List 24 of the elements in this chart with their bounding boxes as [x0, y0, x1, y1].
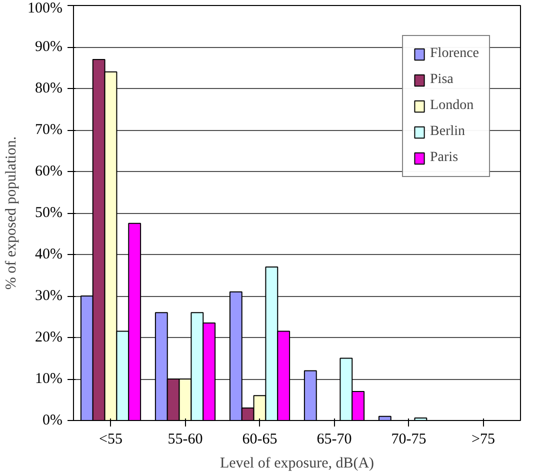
x-tick-label: 65-70 — [316, 432, 352, 448]
legend-label: Berlin — [430, 124, 466, 140]
y-axis-title: % of exposed population. — [4, 136, 20, 290]
x-axis-title: Level of exposure, dB(A) — [220, 456, 374, 472]
x-tick-label: <55 — [99, 432, 122, 448]
y-tick-label: 60% — [35, 164, 63, 180]
x-tick-label: 70-75 — [391, 432, 426, 448]
y-tick-label: 20% — [35, 330, 63, 346]
y-tick-label: 0% — [42, 412, 63, 428]
x-tick-label: 60-65 — [242, 432, 278, 448]
legend-label: London — [430, 98, 474, 114]
y-tick-label: 70% — [35, 122, 63, 138]
legend-label: Paris — [430, 150, 458, 166]
legend-label: Pisa — [430, 72, 454, 88]
y-tick-label: 50% — [35, 205, 63, 221]
y-tick-label: 40% — [35, 246, 63, 262]
y-tick-label: 80% — [35, 80, 63, 96]
y-tick-label: 90% — [35, 39, 63, 55]
x-tick-label: >75 — [472, 432, 495, 448]
legend-label: Florence — [430, 46, 479, 62]
y-tick-label: 10% — [35, 371, 63, 387]
x-tick-label: 55-60 — [168, 432, 203, 448]
y-tick-label: 30% — [35, 288, 63, 304]
y-tick-label: 100% — [28, 0, 63, 16]
